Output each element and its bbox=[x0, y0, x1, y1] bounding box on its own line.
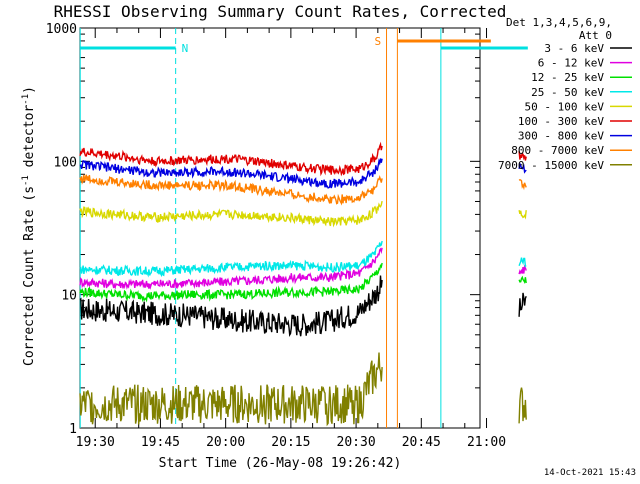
legend-label: 7000 - 15000 keV bbox=[498, 159, 604, 172]
legend-label: 100 - 300 keV bbox=[518, 115, 604, 128]
series-line-post-100-300keV bbox=[518, 151, 527, 161]
x-tick-label: 19:30 bbox=[76, 435, 115, 450]
legend-label: 50 - 100 keV bbox=[525, 100, 605, 113]
series-line-post-25-50keV bbox=[518, 257, 527, 268]
legend: Det 1,3,4,5,6,9,Att 03 - 6 keV 6 - 12 keV… bbox=[498, 16, 632, 172]
y-tick-label: 10 bbox=[61, 289, 77, 304]
y-tick-label: 100 bbox=[54, 155, 77, 170]
series-line-post-50-100keV bbox=[518, 210, 527, 220]
legend-label: 12 - 25 keV bbox=[531, 71, 604, 84]
legend-header: Att 0 bbox=[579, 29, 612, 42]
y-tick-label: 1 bbox=[69, 422, 77, 437]
legend-label: 300 - 800 keV bbox=[518, 130, 604, 143]
series-line-7000-15000keV bbox=[79, 352, 383, 427]
series-line-100-300keV bbox=[79, 141, 383, 177]
series-line-post-7000-15000keV bbox=[518, 387, 527, 424]
plot-area: 1 10 100 1000 19:30 19:45 20:00 20:15 20:30 20:45… bbox=[46, 22, 528, 450]
x-tick-label: 19:45 bbox=[141, 435, 180, 450]
x-axis-label: Start Time (26-May-08 19:26:42) bbox=[159, 456, 402, 471]
x-tick-label: 20:15 bbox=[271, 435, 310, 450]
footer-timestamp: 14-Oct-2021 15:43 bbox=[544, 468, 636, 478]
y-tick-label: 1000 bbox=[46, 22, 77, 37]
legend-label: 800 - 7000 keV bbox=[511, 144, 604, 157]
series-line-50-100keV bbox=[79, 200, 383, 228]
legend-header: Det 1,3,4,5,6,9, bbox=[506, 16, 612, 29]
series-line-3-6keV bbox=[79, 275, 383, 337]
series-line-post-12-25keV bbox=[518, 275, 527, 285]
series-line-post-3-6keV bbox=[518, 292, 527, 317]
x-tick-label: 20:30 bbox=[337, 435, 376, 450]
x-tick-label: 20:00 bbox=[206, 435, 245, 450]
chart-title: RHESSI Observing Summary Count Rates, Co… bbox=[54, 2, 507, 21]
series-line-6-12keV bbox=[79, 247, 383, 290]
legend-label: 6 - 12 keV bbox=[538, 57, 605, 70]
series-line-800-7000keV bbox=[79, 174, 383, 206]
series-line-300-800keV bbox=[79, 158, 383, 189]
series-line-post-300-800keV bbox=[518, 163, 527, 174]
y-axis-label: Corrected Count Rate (s-1 detector-1) bbox=[21, 86, 37, 366]
series-line-12-25keV bbox=[79, 262, 383, 303]
legend-label: 25 - 50 keV bbox=[531, 86, 604, 99]
series-line-post-800-7000keV bbox=[518, 179, 527, 191]
x-tick-label: 21:00 bbox=[467, 435, 506, 450]
legend-label: 3 - 6 keV bbox=[544, 42, 604, 55]
x-tick-label: 20:45 bbox=[402, 435, 441, 450]
flag-label: N bbox=[182, 42, 189, 55]
flag-label: S bbox=[375, 35, 382, 48]
series-line-25-50keV bbox=[79, 240, 383, 278]
